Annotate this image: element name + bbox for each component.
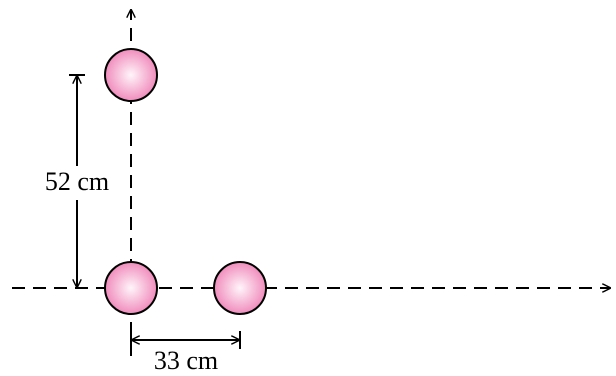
label-background (34, 166, 120, 200)
ball-origin (104, 261, 158, 315)
ball-top (104, 48, 158, 102)
dimension-label: 52 cm (45, 167, 109, 196)
dimension-label: 33 cm (154, 346, 218, 375)
ball-right (213, 261, 267, 315)
